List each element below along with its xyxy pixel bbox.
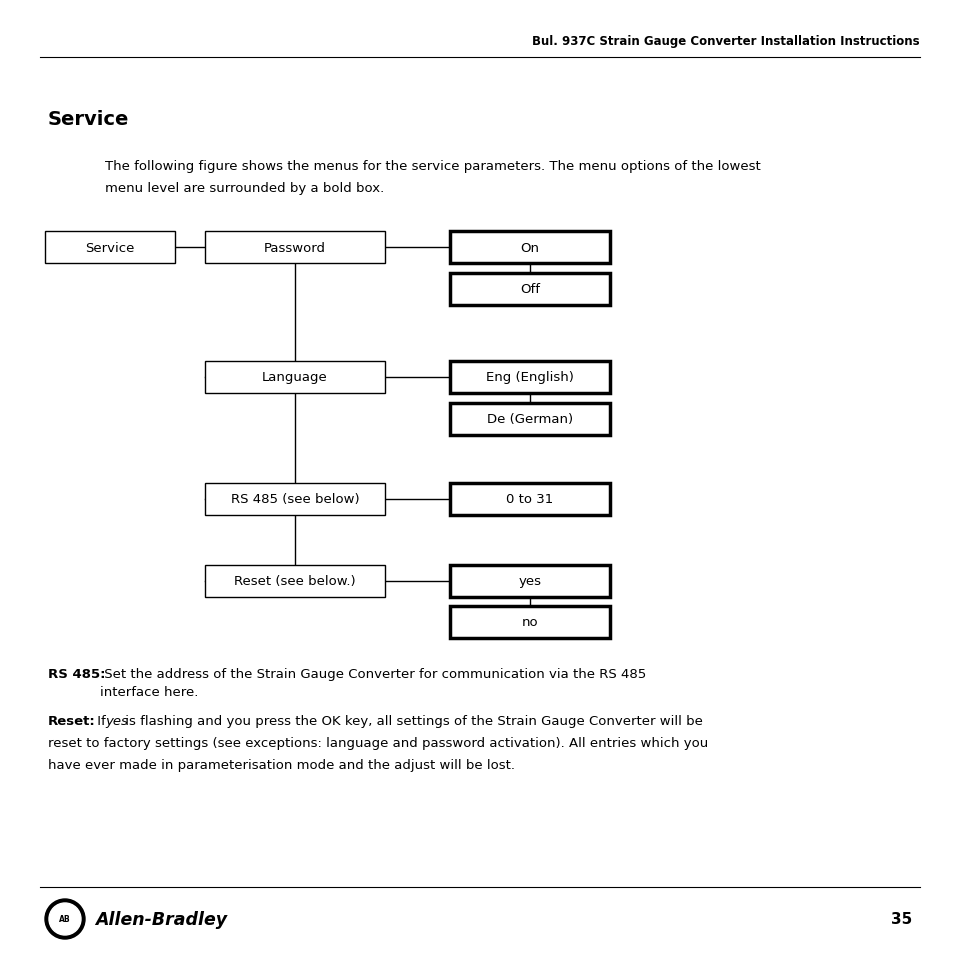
Text: Language: Language [262, 371, 328, 384]
Bar [450, 606, 609, 639]
Text: Service: Service [48, 110, 130, 129]
Text: If: If [92, 714, 110, 727]
Text: On: On [520, 241, 539, 254]
Bar [205, 361, 385, 394]
Circle shape [45, 899, 85, 939]
Text: have ever made in parameterisation mode and the adjust will be lost.: have ever made in parameterisation mode … [48, 759, 515, 771]
Text: is flashing and you press the OK key, all settings of the Strain Gauge Converter: is flashing and you press the OK key, al… [121, 714, 702, 727]
Text: Password: Password [264, 241, 326, 254]
Text: De (German): De (German) [486, 413, 573, 426]
Text: Bul. 937C Strain Gauge Converter Installation Instructions: Bul. 937C Strain Gauge Converter Install… [532, 35, 919, 49]
Text: 35: 35 [890, 911, 911, 926]
Bar [205, 232, 385, 264]
Text: menu level are surrounded by a bold box.: menu level are surrounded by a bold box. [105, 182, 384, 194]
Bar [450, 361, 609, 394]
Text: 0 to 31: 0 to 31 [506, 493, 553, 506]
Text: Allen-Bradley: Allen-Bradley [95, 910, 227, 928]
Text: yes: yes [105, 714, 128, 727]
Text: Off: Off [519, 283, 539, 296]
Bar [450, 483, 609, 516]
Text: yes: yes [518, 575, 541, 588]
Text: Service: Service [85, 241, 134, 254]
Circle shape [49, 903, 81, 935]
Bar [450, 565, 609, 598]
Text: Reset:: Reset: [48, 714, 95, 727]
Text: RS 485:: RS 485: [48, 667, 106, 680]
Bar [450, 403, 609, 436]
Text: Eng (English): Eng (English) [485, 371, 574, 384]
Text: Reset (see below.): Reset (see below.) [233, 575, 355, 588]
Text: AB: AB [59, 915, 71, 923]
Bar [45, 232, 174, 264]
Bar [450, 274, 609, 306]
Text: Set the address of the Strain Gauge Converter for communication via the RS 485
i: Set the address of the Strain Gauge Conv… [100, 667, 645, 699]
Bar [205, 483, 385, 516]
Text: The following figure shows the menus for the service parameters. The menu option: The following figure shows the menus for… [105, 160, 760, 172]
Bar [450, 232, 609, 264]
Text: reset to factory settings (see exceptions: language and password activation). Al: reset to factory settings (see exception… [48, 737, 707, 749]
Text: RS 485 (see below): RS 485 (see below) [231, 493, 359, 506]
Bar [205, 565, 385, 598]
Text: no: no [521, 616, 537, 629]
